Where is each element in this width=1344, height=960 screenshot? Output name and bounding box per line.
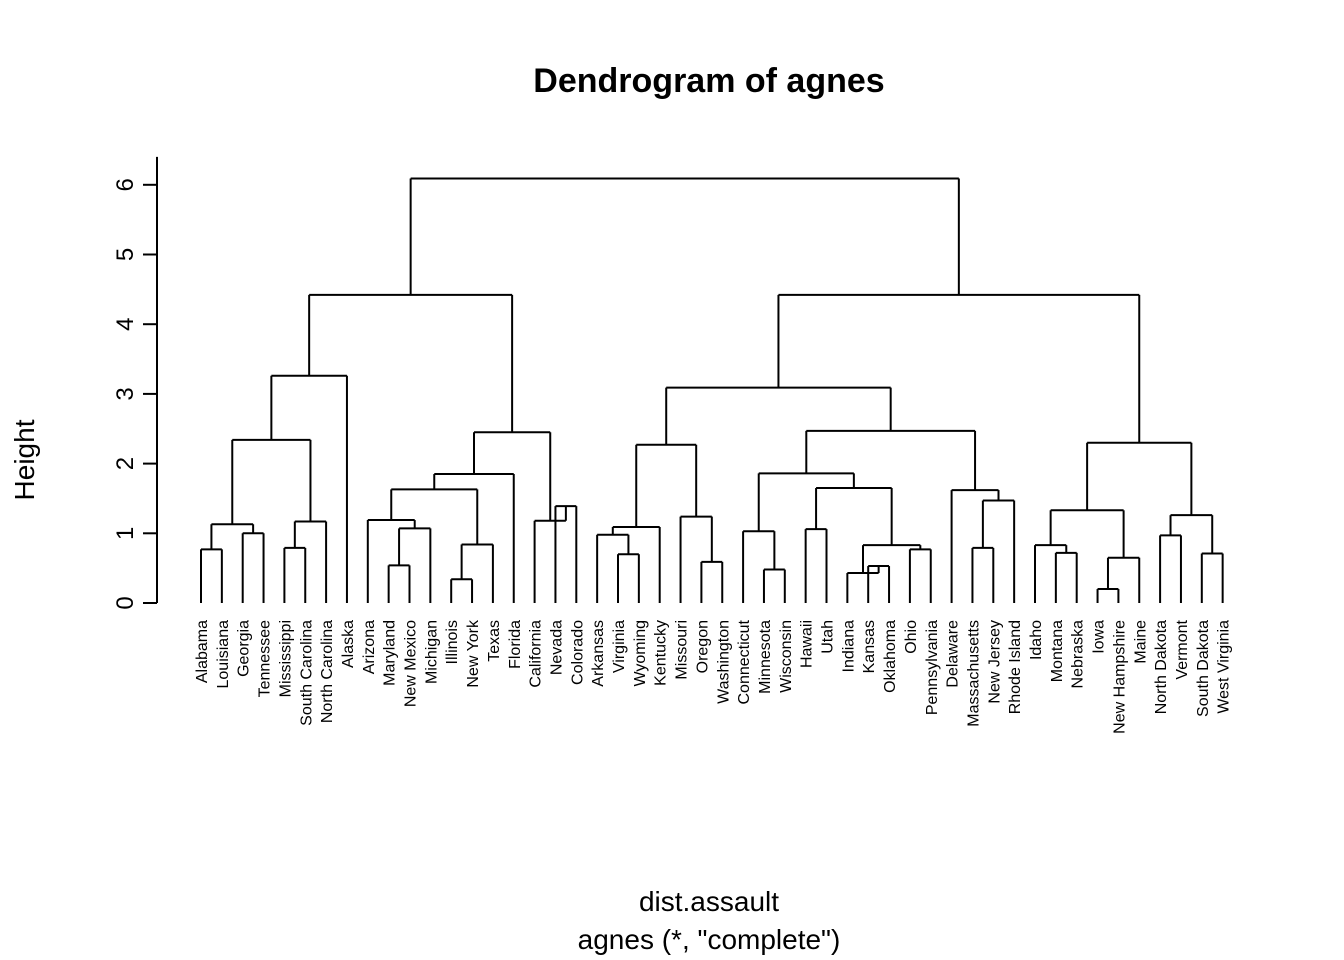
leaf-label: Kentucky: [653, 620, 670, 686]
leaf-label: New York: [465, 619, 482, 688]
y-axis-label: Height: [9, 419, 40, 500]
leaf-label: Oklahoma: [882, 620, 899, 693]
y-axis: 0 1 2 3 4 5 6: [112, 156, 158, 610]
leaf-label: Colorado: [569, 620, 586, 685]
leaf-label: New Jersey: [986, 620, 1003, 704]
leaf-label: Vermont: [1174, 619, 1191, 679]
leaf-label: Connecticut: [736, 619, 753, 704]
leaf-label: Rhode Island: [1007, 620, 1024, 714]
leaf-label: Indiana: [840, 620, 857, 673]
leaf-label: Wisconsin: [778, 620, 795, 693]
leaf-label: Montana: [1049, 620, 1066, 682]
leaf-label: Florida: [507, 620, 524, 669]
leaf-label: South Carolina: [298, 620, 315, 726]
leaf-label: Arizona: [361, 620, 378, 674]
leaf-label: Alabama: [194, 620, 211, 683]
leaf-label: Maine: [1132, 620, 1149, 664]
leaf-label: Hawaii: [799, 620, 816, 668]
y-tick-label: 5: [112, 248, 139, 261]
leaf-labels: Alabama Louisiana Georgia Tennessee Mississi…: [194, 619, 1233, 734]
leaf-label: Nebraska: [1070, 620, 1087, 689]
leaf-label: Mississippi: [277, 620, 294, 697]
leaf-label: North Carolina: [319, 620, 336, 723]
leaf-label: Washington: [715, 620, 732, 704]
y-tick-label: 1: [112, 527, 139, 540]
leaf-label: Georgia: [236, 620, 253, 677]
leaf-label: Michigan: [423, 620, 440, 684]
chart-title: Dendrogram of agnes: [533, 62, 884, 100]
leaf-label: Massachusetts: [965, 620, 982, 727]
leaf-label: Utah: [820, 620, 837, 654]
leaf-label: North Dakota: [1153, 620, 1170, 714]
leaf-label: Wyoming: [632, 620, 649, 687]
leaf-label: Pennsylvania: [924, 620, 941, 715]
leaf-label: West Virginia: [1216, 620, 1233, 714]
leaf-label: Minnesota: [757, 620, 774, 694]
leaf-label: Maryland: [382, 620, 399, 686]
leaf-label: New Hampshire: [1111, 620, 1128, 734]
leaf-label: Virginia: [611, 620, 628, 673]
leaf-label: South Dakota: [1195, 620, 1212, 717]
y-tick-label: 4: [112, 318, 139, 331]
y-tick-label: 2: [112, 457, 139, 470]
leaf-label: Louisiana: [215, 620, 232, 689]
leaf-label: Tennessee: [257, 620, 274, 697]
leaf-label: Arkansas: [590, 620, 607, 687]
leaf-label: Alaska: [340, 620, 357, 668]
y-tick-label: 0: [112, 596, 139, 609]
leaf-label: Oregon: [694, 620, 711, 673]
leaf-label: New Mexico: [403, 620, 420, 707]
leaf-label: Illinois: [444, 620, 461, 664]
x-axis-label: dist.assault: [639, 886, 779, 917]
leaf-label: Missouri: [674, 620, 691, 680]
leaf-label: California: [528, 620, 545, 688]
x-axis-sublabel: agnes (*, "complete"): [578, 924, 841, 955]
leaf-label: Delaware: [945, 620, 962, 688]
leaf-label: Ohio: [903, 620, 920, 654]
leaf-label: Kansas: [861, 620, 878, 673]
y-tick-label: 3: [112, 387, 139, 400]
leaf-label: Idaho: [1028, 620, 1045, 660]
leaf-label: Nevada: [548, 620, 565, 675]
leaf-label: Iowa: [1091, 620, 1108, 654]
dendrogram-tree: [200, 177, 1224, 603]
y-tick-label: 6: [112, 178, 139, 191]
leaf-label: Texas: [486, 620, 503, 662]
